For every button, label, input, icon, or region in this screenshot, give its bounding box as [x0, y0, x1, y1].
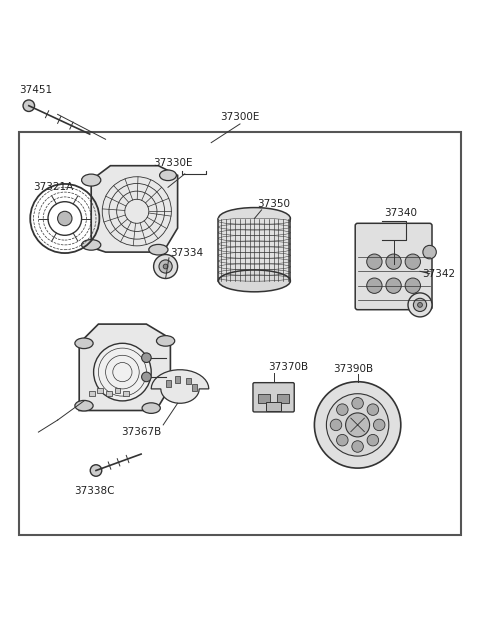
Circle shape — [373, 419, 385, 431]
Polygon shape — [151, 370, 209, 403]
Circle shape — [23, 100, 35, 111]
Polygon shape — [91, 165, 178, 252]
Ellipse shape — [82, 240, 101, 250]
Circle shape — [142, 353, 151, 362]
Bar — [175, 376, 180, 383]
Bar — [123, 391, 129, 396]
Circle shape — [405, 254, 420, 269]
Circle shape — [154, 255, 178, 279]
Circle shape — [58, 211, 72, 226]
Circle shape — [405, 278, 420, 293]
Circle shape — [94, 343, 151, 401]
Circle shape — [326, 394, 389, 456]
Ellipse shape — [75, 338, 93, 348]
Circle shape — [367, 404, 379, 415]
FancyBboxPatch shape — [253, 382, 294, 412]
Bar — [166, 380, 170, 387]
FancyBboxPatch shape — [355, 223, 432, 309]
Circle shape — [367, 254, 382, 269]
Text: 37334: 37334 — [170, 248, 204, 258]
Circle shape — [386, 254, 401, 269]
Bar — [266, 402, 281, 411]
Circle shape — [330, 419, 342, 431]
Ellipse shape — [218, 208, 290, 230]
Circle shape — [352, 398, 363, 409]
Ellipse shape — [218, 270, 290, 292]
Ellipse shape — [82, 174, 101, 186]
Bar — [192, 384, 197, 391]
Text: 37321A: 37321A — [34, 182, 74, 192]
Ellipse shape — [156, 336, 175, 346]
Ellipse shape — [75, 401, 93, 411]
Text: 37390B: 37390B — [334, 364, 374, 374]
Bar — [258, 394, 270, 403]
Bar — [89, 391, 95, 396]
Ellipse shape — [149, 245, 168, 255]
Circle shape — [367, 435, 379, 446]
Circle shape — [367, 278, 382, 293]
Circle shape — [336, 435, 348, 446]
Circle shape — [90, 465, 102, 476]
Circle shape — [386, 278, 401, 293]
Bar — [218, 218, 290, 281]
Text: 37300E: 37300E — [220, 113, 260, 123]
Ellipse shape — [142, 403, 160, 413]
Text: 37342: 37342 — [422, 269, 456, 279]
Circle shape — [413, 298, 427, 311]
Circle shape — [423, 245, 436, 259]
Bar — [97, 389, 103, 393]
Circle shape — [142, 372, 151, 382]
Circle shape — [346, 413, 370, 437]
Polygon shape — [79, 324, 170, 411]
Bar — [106, 391, 112, 396]
Text: 37338C: 37338C — [74, 486, 115, 496]
Text: 37370B: 37370B — [268, 362, 308, 372]
Ellipse shape — [159, 170, 177, 181]
Bar — [115, 389, 120, 393]
Text: 37367B: 37367B — [121, 427, 162, 437]
Circle shape — [159, 260, 172, 273]
Circle shape — [408, 293, 432, 317]
Text: 37330E: 37330E — [154, 158, 193, 168]
Bar — [19, 132, 461, 535]
Bar — [277, 394, 289, 403]
Text: 37451: 37451 — [19, 85, 52, 94]
Circle shape — [336, 404, 348, 415]
Bar — [186, 377, 191, 384]
Text: 37350: 37350 — [257, 199, 290, 209]
Circle shape — [314, 382, 401, 468]
Text: 37340: 37340 — [384, 208, 417, 218]
Circle shape — [418, 303, 422, 308]
Circle shape — [163, 264, 168, 269]
Circle shape — [352, 441, 363, 452]
